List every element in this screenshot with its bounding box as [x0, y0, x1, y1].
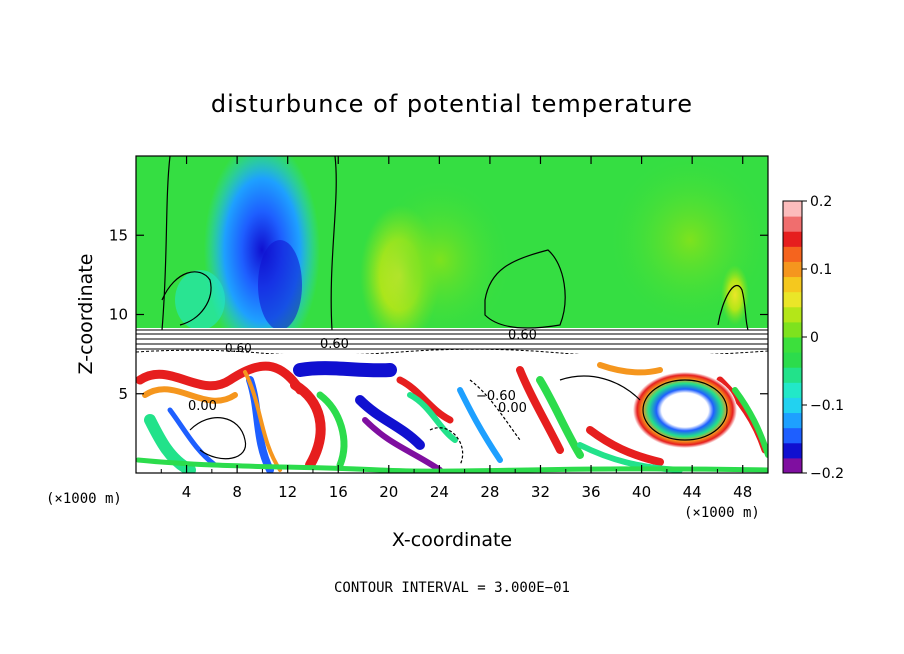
colorbar-swatch [783, 412, 802, 429]
colorbar-tick-label: 0 [810, 330, 819, 346]
contour-labels: 0.60 0.60 0.00 −0.60 0.00 0.60 [188, 328, 537, 416]
colorbar-swatch [783, 321, 802, 338]
x-tick-label: 20 [379, 483, 398, 501]
y-axis: 5 10 15 [109, 226, 768, 403]
x-tick-label: 32 [531, 483, 550, 501]
x-axis-label: X-coordinate [392, 529, 512, 551]
colorbar-swatch [783, 457, 802, 474]
light-patch-center [370, 180, 510, 340]
colorbar-swatch [783, 216, 802, 232]
cold-plume-left [175, 270, 225, 330]
y-tick-label: 15 [109, 226, 128, 244]
x-tick-label: 28 [480, 483, 499, 501]
colorbar-swatch [783, 427, 802, 444]
cold-plume-core [258, 240, 302, 330]
contour-label: −0.60 [476, 389, 516, 404]
x-tick-label: 36 [581, 483, 600, 501]
contour-label: 0.60 [320, 337, 349, 352]
colorbar-tick-label: −0.1 [810, 398, 844, 414]
colorbar-swatch [783, 367, 802, 383]
x-axis: 4 8 12 16 20 24 28 32 36 40 44 48 [160, 156, 752, 501]
x-tick-label: 16 [329, 483, 348, 501]
lower-eddies [136, 361, 768, 473]
x-tick-label: 12 [278, 483, 297, 501]
x-tick-label: 4 [182, 483, 192, 501]
colorbar-swatch [783, 352, 802, 368]
colorbar-tick-label: 0.1 [810, 262, 832, 278]
colorbar-swatch [783, 261, 802, 278]
colorbar-swatch [783, 442, 802, 459]
colorbar-swatch [783, 382, 802, 398]
colorbar-swatch [783, 397, 802, 414]
y-tick-label: 10 [109, 306, 128, 324]
y-tick-label: 5 [118, 385, 128, 403]
contour-lines [161, 156, 749, 466]
colorbar-swatch [783, 276, 802, 293]
colorbar-swatch [783, 201, 802, 217]
x-tick-label: 44 [683, 483, 702, 501]
warm-patch-right [721, 265, 749, 325]
warm-vortex [633, 372, 737, 448]
stable-layer-contours [136, 329, 768, 357]
colorbar-ticks: 0.2 0.1 0 −0.1 −0.2 [802, 194, 844, 482]
colorbar-tick-label: −0.2 [810, 466, 844, 482]
colorbar-swatch [783, 246, 802, 262]
contour-label: 0.00 [498, 401, 527, 416]
contour-interval: CONTOUR INTERVAL = 3.000E−01 [334, 580, 570, 596]
x-tick-label: 8 [232, 483, 242, 501]
contour-label: 0.60 [225, 341, 252, 355]
contour-label: 0.00 [188, 399, 217, 414]
contour-label: 0.60 [508, 328, 537, 343]
plot-area: 0.60 0.60 0.00 −0.60 0.00 0.60 [136, 156, 768, 473]
x-tick-label: 48 [733, 483, 752, 501]
colorbar-swatch [783, 231, 802, 247]
x-tick-label: 24 [430, 483, 449, 501]
x-tick-label: 40 [632, 483, 651, 501]
colorbar-swatch [783, 291, 802, 308]
chart-title: disturbunce of potential temperature [211, 90, 693, 118]
colorbar-swatch [783, 337, 802, 353]
z-unit-label: (×1000 m) [46, 491, 122, 507]
cold-plume [204, 156, 320, 360]
colorbar-swatch [783, 306, 802, 323]
x-unit-label: (×1000 m) [684, 505, 760, 521]
colorbar [783, 201, 802, 474]
colorbar-tick-label: 0.2 [810, 194, 832, 210]
y-axis-label: Z-coordinate [75, 254, 97, 375]
